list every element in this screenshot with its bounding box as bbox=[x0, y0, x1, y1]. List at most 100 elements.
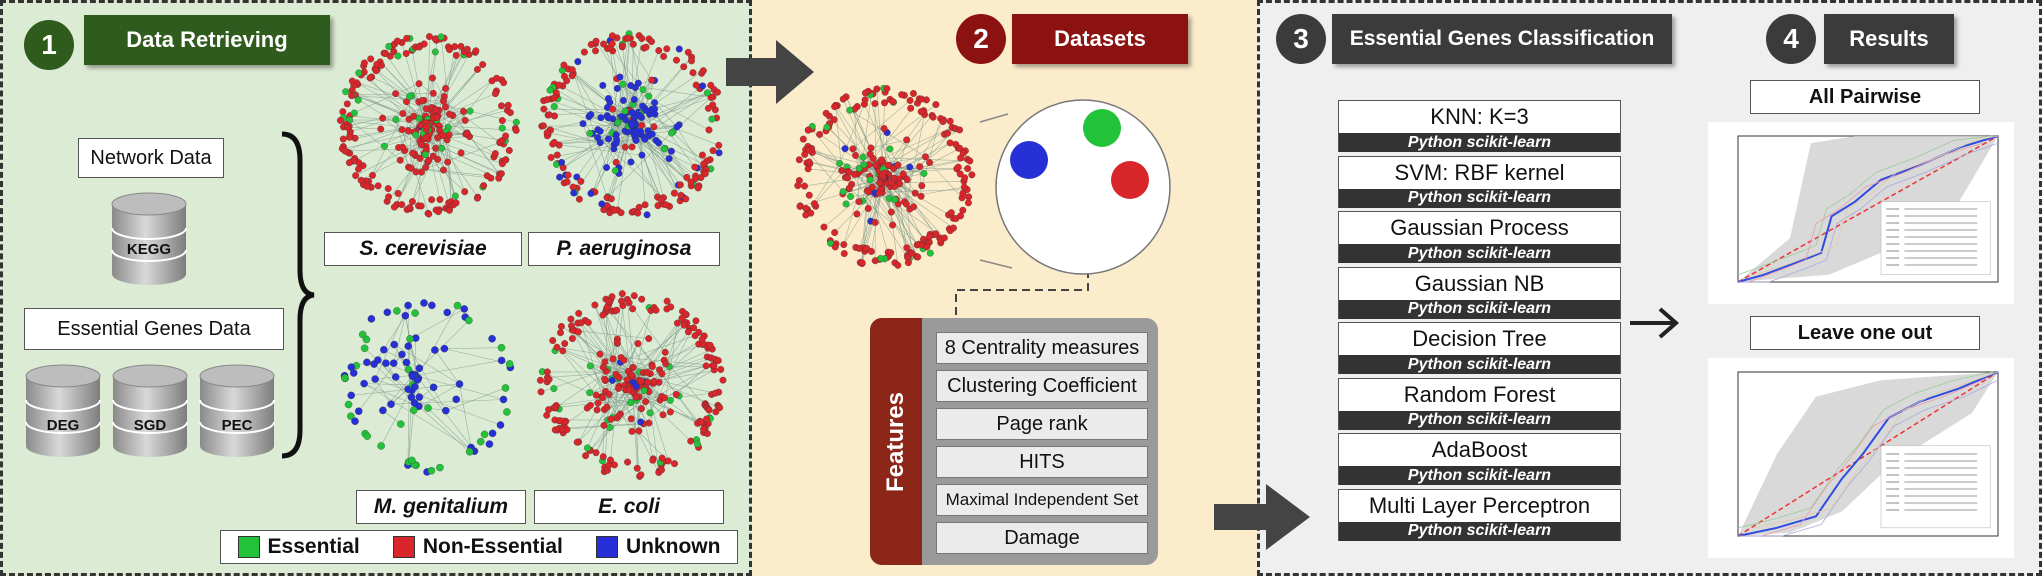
network-node bbox=[344, 123, 352, 131]
classifier-name: Random Forest bbox=[1339, 378, 1620, 411]
network-node bbox=[442, 406, 450, 415]
roc-mean-curve bbox=[1737, 371, 1999, 537]
network-node bbox=[705, 126, 713, 134]
network-edge bbox=[846, 166, 908, 258]
network-node bbox=[841, 145, 849, 153]
roc-fold-curve bbox=[1743, 142, 1999, 283]
network-node bbox=[649, 456, 657, 464]
network-edge bbox=[351, 90, 432, 130]
classifier-library: Python scikit-learn bbox=[1339, 410, 1620, 430]
network-node bbox=[349, 369, 358, 377]
network-node bbox=[408, 456, 416, 465]
network-node bbox=[599, 81, 607, 89]
network-node bbox=[709, 147, 717, 155]
network-node bbox=[557, 329, 564, 337]
network-node bbox=[628, 427, 636, 435]
network-edge bbox=[412, 305, 458, 386]
network-node bbox=[336, 116, 344, 124]
network-node bbox=[830, 116, 838, 124]
network-node bbox=[445, 206, 453, 214]
network-node bbox=[598, 200, 606, 208]
network-node bbox=[643, 368, 651, 376]
network-node bbox=[584, 444, 591, 452]
features-title: Features bbox=[870, 318, 922, 565]
network-node bbox=[949, 224, 957, 232]
network-node bbox=[887, 179, 895, 187]
network-node bbox=[453, 301, 462, 310]
network-node bbox=[638, 405, 645, 413]
network-node bbox=[596, 350, 604, 358]
network-node bbox=[703, 430, 711, 438]
network-edge bbox=[607, 124, 680, 197]
network-edge bbox=[552, 143, 642, 156]
network-node bbox=[687, 178, 695, 186]
network-node bbox=[648, 363, 656, 370]
network-node bbox=[461, 188, 469, 196]
network-edge bbox=[658, 382, 720, 408]
network-node bbox=[668, 129, 676, 137]
network-edge bbox=[393, 315, 406, 364]
network-node bbox=[505, 360, 514, 368]
network-edge bbox=[634, 137, 662, 200]
network-edge bbox=[637, 343, 704, 430]
network-node bbox=[664, 457, 672, 465]
network-p-aeruginosa bbox=[538, 30, 723, 219]
network-node bbox=[410, 399, 419, 407]
network-node bbox=[700, 425, 708, 433]
network-node bbox=[360, 59, 368, 67]
deg-label: DEG bbox=[46, 417, 80, 434]
network-node bbox=[884, 161, 892, 169]
network-node bbox=[344, 400, 353, 409]
network-node bbox=[887, 208, 895, 216]
network-node bbox=[964, 165, 972, 172]
network-node bbox=[491, 90, 499, 98]
step-4-badge: 4 bbox=[1766, 14, 1816, 64]
network-node bbox=[596, 127, 604, 135]
features-title-text: Features bbox=[882, 391, 910, 492]
network-node bbox=[348, 92, 356, 100]
network-node bbox=[639, 86, 647, 94]
network-node bbox=[404, 342, 413, 350]
network-node bbox=[645, 92, 653, 100]
network-node bbox=[849, 145, 857, 153]
network-node bbox=[385, 193, 393, 201]
network-node bbox=[592, 449, 600, 457]
network-node bbox=[539, 122, 547, 130]
network-node bbox=[648, 130, 656, 138]
network-edge bbox=[547, 132, 601, 143]
network-node bbox=[842, 200, 850, 208]
network-edge bbox=[606, 343, 639, 408]
network-node bbox=[911, 189, 919, 197]
network-node bbox=[575, 195, 583, 203]
network-node bbox=[650, 377, 658, 385]
network-node bbox=[363, 358, 371, 367]
network-node bbox=[714, 88, 721, 96]
network-node bbox=[488, 429, 497, 438]
network-node bbox=[444, 158, 452, 166]
network-node bbox=[839, 188, 847, 196]
network-node bbox=[634, 340, 642, 348]
network-node bbox=[719, 376, 727, 384]
network-node bbox=[891, 196, 899, 204]
network-node bbox=[658, 454, 666, 462]
network-node bbox=[398, 350, 406, 359]
network-node bbox=[939, 118, 947, 126]
roc-fold-curve bbox=[1738, 142, 1983, 283]
network-node bbox=[480, 430, 489, 439]
network-node bbox=[390, 340, 398, 349]
network-node bbox=[634, 209, 642, 217]
network-edge bbox=[676, 126, 704, 172]
network-node bbox=[805, 158, 813, 166]
network-node bbox=[577, 319, 585, 327]
network-node bbox=[703, 89, 711, 97]
network-node bbox=[840, 250, 848, 257]
network-node bbox=[371, 375, 379, 383]
network-node bbox=[810, 200, 818, 208]
network-node bbox=[563, 77, 571, 85]
network-node bbox=[961, 174, 969, 182]
network-edge bbox=[360, 152, 413, 181]
network-node bbox=[708, 115, 716, 123]
step-4-title: Results bbox=[1824, 14, 1954, 64]
network-node bbox=[914, 253, 922, 261]
network-edge bbox=[351, 95, 444, 102]
